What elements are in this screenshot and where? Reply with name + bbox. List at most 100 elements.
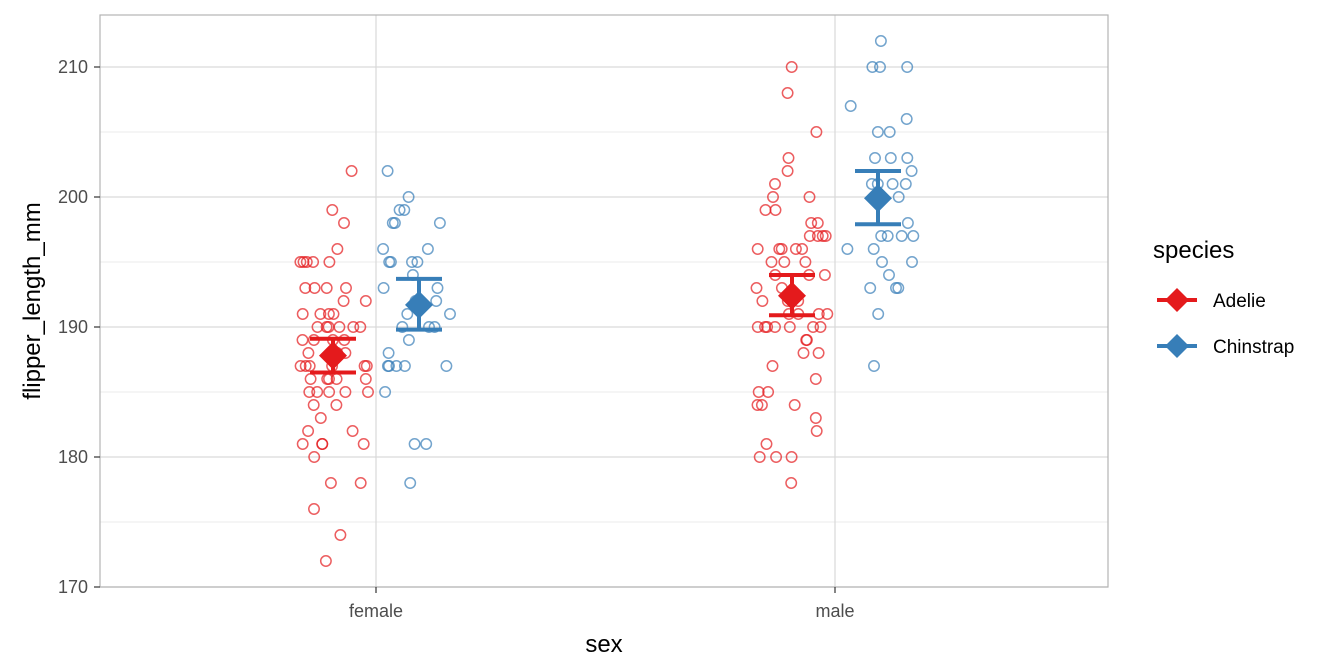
- data-point: [401, 308, 414, 320]
- data-point: [322, 308, 335, 320]
- legend-key-marker: [1165, 334, 1189, 358]
- data-point: [390, 360, 403, 372]
- data-point: [354, 477, 367, 489]
- legend-title: species: [1153, 237, 1234, 264]
- data-point: [423, 321, 435, 333]
- data-point: [783, 321, 796, 333]
- data-point: [296, 334, 309, 346]
- legend-items: Adelie Chinstrap: [1157, 288, 1294, 358]
- x-axis-title: sex: [585, 631, 622, 658]
- data-point: [762, 386, 775, 398]
- data-point: [340, 282, 352, 294]
- data-point: [905, 165, 918, 177]
- data-point: [770, 451, 783, 463]
- data-point: [876, 256, 888, 268]
- data-point: [402, 334, 415, 346]
- data-point: [881, 230, 894, 242]
- data-point: [809, 373, 822, 385]
- data-point: [756, 295, 769, 307]
- data-point: [844, 100, 857, 112]
- data-point: [901, 61, 914, 73]
- data-point: [812, 347, 825, 359]
- data-point: [775, 243, 788, 255]
- legend-item: Adelie: [1157, 288, 1266, 312]
- data-point: [800, 334, 813, 346]
- data-point: [404, 477, 417, 489]
- data-point: [377, 282, 390, 294]
- x-tick-label: male: [815, 601, 854, 621]
- data-point: [872, 308, 885, 320]
- data-point: [314, 308, 327, 320]
- data-point: [299, 360, 312, 372]
- y-tick-label: 190: [58, 317, 88, 337]
- legend-label: Chinstrap: [1213, 337, 1294, 358]
- data-point: [398, 360, 411, 372]
- data-point: [883, 269, 895, 281]
- data-point: [303, 386, 316, 398]
- data-point: [752, 386, 765, 398]
- data-point: [324, 477, 337, 489]
- data-point: [398, 204, 411, 216]
- legend-key-marker: [1165, 288, 1189, 312]
- data-point: [819, 230, 832, 242]
- data-point: [302, 425, 315, 437]
- data-point: [892, 282, 905, 294]
- legend: species Adelie Chinstrap: [1153, 237, 1294, 358]
- data-point: [377, 243, 390, 255]
- data-point: [816, 230, 829, 242]
- y-tick-label: 200: [58, 187, 88, 207]
- data-point: [406, 256, 418, 268]
- data-point: [906, 256, 918, 268]
- x-axis: female male: [349, 587, 855, 621]
- data-point: [761, 321, 774, 333]
- mean-marker: [405, 290, 433, 319]
- data-point: [886, 178, 899, 190]
- data-point: [294, 256, 307, 268]
- data-points: [294, 35, 920, 567]
- data-point: [303, 360, 316, 372]
- data-point: [411, 256, 424, 268]
- data-point: [769, 321, 781, 333]
- data-point: [751, 321, 764, 333]
- data-point: [864, 282, 877, 294]
- data-point: [308, 282, 321, 294]
- data-point: [347, 321, 360, 333]
- data-point: [875, 230, 888, 242]
- data-point: [871, 126, 884, 138]
- data-point: [393, 204, 406, 216]
- data-point: [384, 256, 397, 268]
- data-point: [381, 165, 394, 177]
- data-point: [299, 282, 312, 294]
- data-point: [907, 230, 920, 242]
- data-point: [296, 308, 309, 320]
- data-point: [769, 204, 782, 216]
- data-point: [396, 321, 409, 333]
- data-point: [294, 360, 307, 372]
- data-point: [308, 451, 321, 463]
- data-point: [751, 399, 764, 411]
- data-point: [359, 373, 372, 385]
- data-point: [345, 165, 358, 177]
- data-point: [314, 412, 327, 424]
- data-point: [895, 230, 908, 242]
- data-point: [433, 217, 446, 229]
- data-point: [797, 347, 810, 359]
- data-point: [431, 282, 444, 294]
- data-point: [297, 256, 310, 268]
- data-point: [892, 191, 905, 203]
- y-tick-label: 170: [58, 577, 88, 597]
- data-point: [866, 61, 879, 73]
- data-point: [382, 347, 395, 359]
- data-point: [901, 217, 914, 229]
- plot-panel: [99, 14, 1109, 588]
- data-point: [796, 243, 809, 255]
- data-point: [810, 425, 823, 437]
- data-point: [809, 412, 822, 424]
- legend-label: Adelie: [1213, 291, 1266, 312]
- data-point: [767, 191, 779, 203]
- data-point: [308, 503, 320, 515]
- data-point: [381, 360, 394, 372]
- y-axis: 170 180 190 200 210: [58, 57, 100, 597]
